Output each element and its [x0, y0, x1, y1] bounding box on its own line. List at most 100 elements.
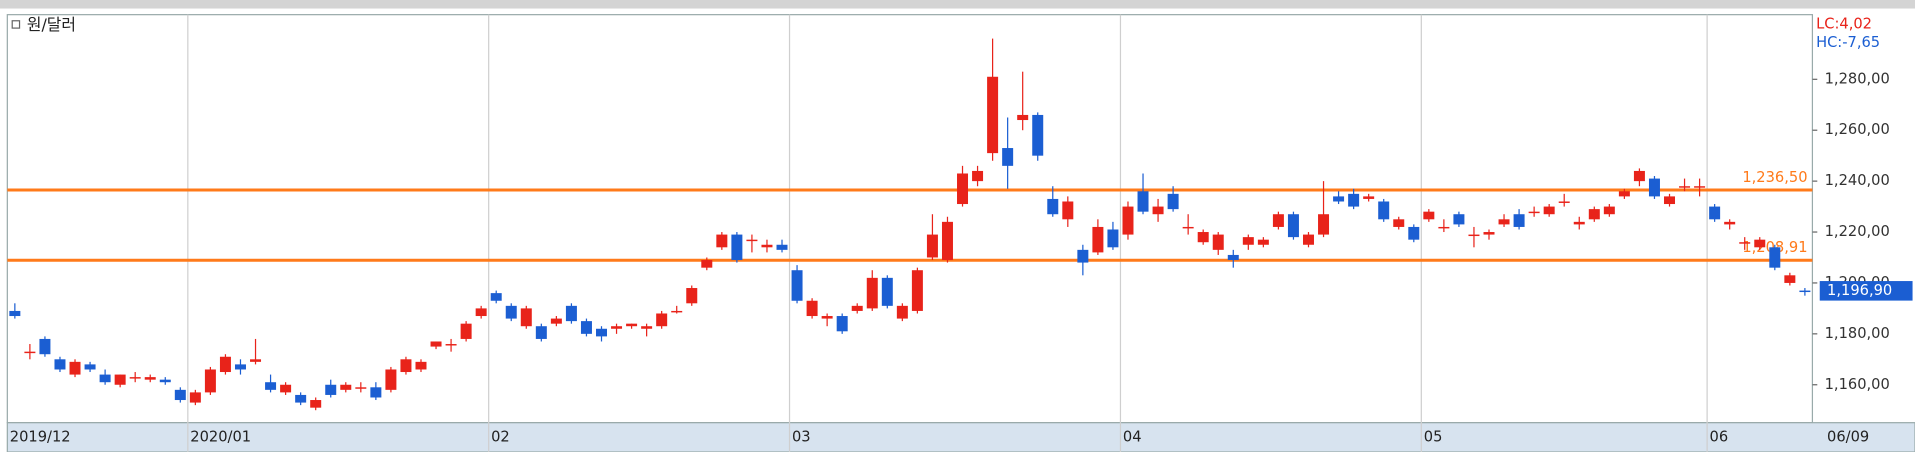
candle-body	[941, 221, 953, 261]
candle-body	[219, 356, 231, 373]
candle-body	[475, 308, 487, 317]
candle-body	[1423, 211, 1435, 220]
candle-body	[1197, 232, 1209, 243]
plot-area	[6, 14, 1814, 424]
candle-body	[1408, 226, 1420, 240]
y-tick-label: 1,180,00	[1825, 325, 1890, 342]
candle-body	[505, 305, 517, 319]
x-tick-label: 2019/12	[10, 428, 71, 445]
candle-body	[400, 359, 412, 373]
candle-body	[1603, 206, 1615, 215]
candle-body	[656, 313, 668, 327]
candle-body	[580, 321, 592, 334]
candle-body	[1633, 170, 1645, 182]
y-tick-label: 1,240,00	[1825, 172, 1890, 189]
candle-body	[1257, 239, 1269, 245]
candle-body	[611, 326, 623, 329]
candle-body	[370, 387, 382, 398]
candle-body	[1754, 239, 1766, 248]
candle-body	[806, 300, 818, 317]
chart-title: 원/달러	[27, 15, 76, 34]
candle-body	[174, 389, 186, 401]
candle-body	[415, 361, 427, 370]
candle-body	[716, 234, 728, 248]
candle-body	[355, 387, 367, 389]
candle-body	[144, 377, 156, 380]
x-tick-label: 02	[491, 428, 510, 445]
candle-body	[926, 234, 938, 258]
title-icon	[11, 20, 21, 29]
candle-body	[1242, 237, 1254, 245]
candle-body	[265, 382, 277, 390]
candle-body	[686, 288, 698, 304]
candle-body	[1047, 198, 1059, 215]
candle-body	[1182, 226, 1194, 229]
candle-body	[1513, 214, 1525, 227]
candle-body	[1092, 226, 1104, 253]
candle-body	[204, 369, 216, 393]
top-bar	[0, 0, 1915, 9]
candle-body	[866, 277, 878, 309]
candle-body	[234, 364, 246, 370]
candle-body	[1032, 114, 1044, 156]
candle-body	[731, 234, 743, 261]
annotation-hc: HC:-7,65	[1816, 34, 1880, 51]
candle-body	[1107, 229, 1119, 248]
candle-body	[911, 270, 923, 311]
candle-body	[1739, 242, 1751, 244]
candle-body	[1393, 219, 1405, 227]
x-tick-label: 06/09	[1827, 428, 1869, 445]
candle-body	[1333, 196, 1345, 202]
candle-body	[1648, 178, 1660, 197]
candle-body	[1483, 232, 1495, 235]
candle-body	[460, 323, 472, 339]
candle-body	[99, 374, 111, 383]
candle-body	[1618, 191, 1630, 197]
x-tick-label: 03	[792, 428, 811, 445]
candle-body	[310, 400, 322, 408]
candle-body	[1212, 234, 1224, 250]
candle-body	[1272, 214, 1284, 227]
candle-body	[84, 364, 96, 370]
candle-body	[1498, 219, 1510, 225]
candle-body	[821, 316, 833, 319]
last-price-box	[1819, 281, 1913, 301]
candle-body	[896, 305, 908, 319]
candle-body	[54, 359, 66, 370]
candle-body	[1363, 196, 1375, 199]
candle-body	[159, 379, 171, 383]
candle-body	[641, 326, 653, 329]
candle-body	[671, 310, 683, 313]
candle-body	[565, 305, 577, 322]
candle-body	[280, 384, 292, 393]
candle-body	[761, 244, 773, 248]
candle-body	[1694, 186, 1706, 188]
y-tick-label: 1,260,00	[1825, 121, 1890, 138]
candle-body	[791, 270, 803, 301]
candle-body	[1062, 201, 1074, 220]
candle-body	[129, 377, 141, 379]
candle-body	[1438, 226, 1450, 229]
annotation-lc: LC:4,02	[1816, 15, 1872, 32]
candle-body	[24, 351, 36, 354]
candle-body	[626, 323, 638, 327]
candle-body	[1724, 221, 1736, 225]
candle-body	[746, 239, 758, 242]
candle-body	[776, 244, 788, 250]
y-tick-label: 1,280,00	[1825, 70, 1890, 87]
candle-body	[520, 308, 532, 327]
candle-body	[340, 384, 352, 390]
candle-body	[701, 260, 713, 268]
y-tick-label: 1,160,00	[1825, 376, 1890, 393]
candle-body	[1664, 196, 1676, 205]
candle-body	[1318, 214, 1330, 235]
candle-body	[987, 76, 999, 154]
candle-body	[1784, 275, 1796, 283]
candle-body	[430, 341, 442, 347]
reference-label: 1,236,50	[1742, 169, 1807, 186]
candle-body	[1543, 206, 1555, 215]
candle-body	[250, 359, 262, 362]
candle-body	[1528, 211, 1540, 214]
